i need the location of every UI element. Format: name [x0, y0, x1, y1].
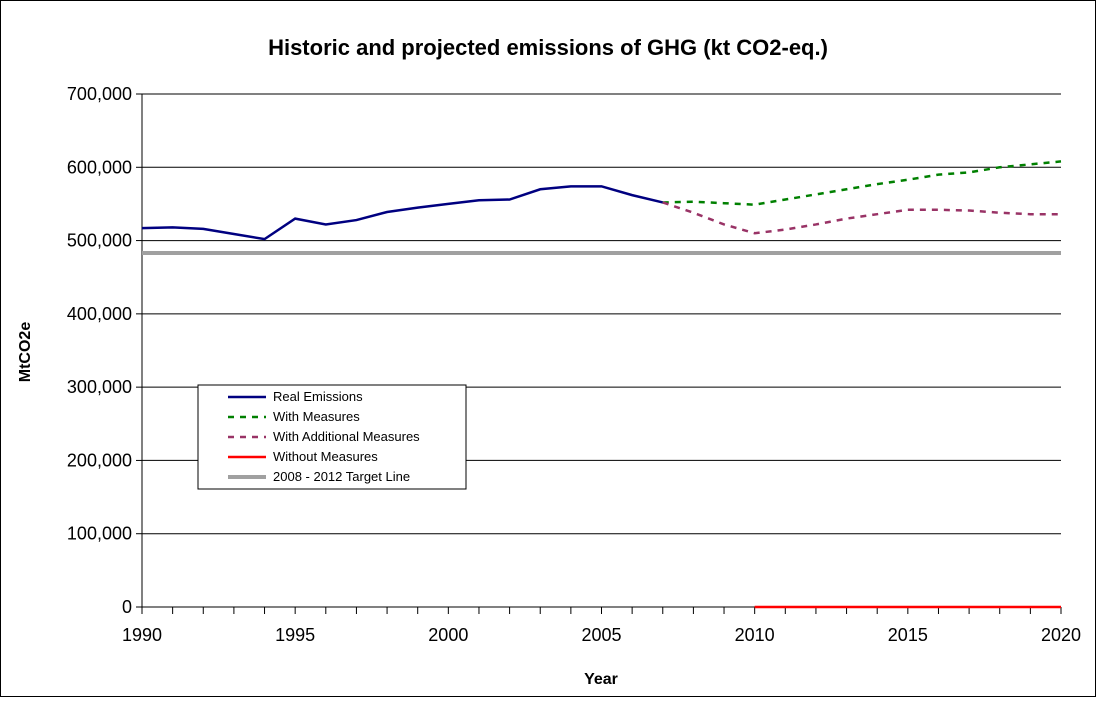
legend-label: Real Emissions: [273, 389, 363, 404]
legend-label: With Additional Measures: [273, 429, 420, 444]
x-tick-label: 1995: [275, 625, 315, 645]
legend-label: With Measures: [273, 409, 360, 424]
y-tick-label: 600,000: [67, 157, 132, 177]
chart-title: Historic and projected emissions of GHG …: [268, 35, 828, 60]
x-tick-label: 2005: [581, 625, 621, 645]
y-axis-label: MtCO2e: [17, 322, 34, 383]
y-tick-label: 400,000: [67, 304, 132, 324]
series-line: [141, 185, 664, 241]
legend-label: Without Measures: [273, 449, 378, 464]
y-tick-label: 0: [122, 597, 132, 617]
x-tick-label: 2015: [888, 625, 928, 645]
x-tick-label: 2010: [735, 625, 775, 645]
y-tick-label: 200,000: [67, 450, 132, 470]
x-tick-label: 1990: [122, 625, 162, 645]
legend-label: 2008 - 2012 Target Line: [273, 469, 410, 484]
y-tick-label: 700,000: [67, 84, 132, 104]
y-tick-label: 500,000: [67, 231, 132, 251]
series-line: [662, 201, 1061, 235]
y-tick-label: 100,000: [67, 524, 132, 544]
y-tick-label: 300,000: [67, 377, 132, 397]
x-tick-label: 2020: [1041, 625, 1081, 645]
x-tick-label: 2000: [428, 625, 468, 645]
x-axis-label: Year: [584, 671, 618, 688]
